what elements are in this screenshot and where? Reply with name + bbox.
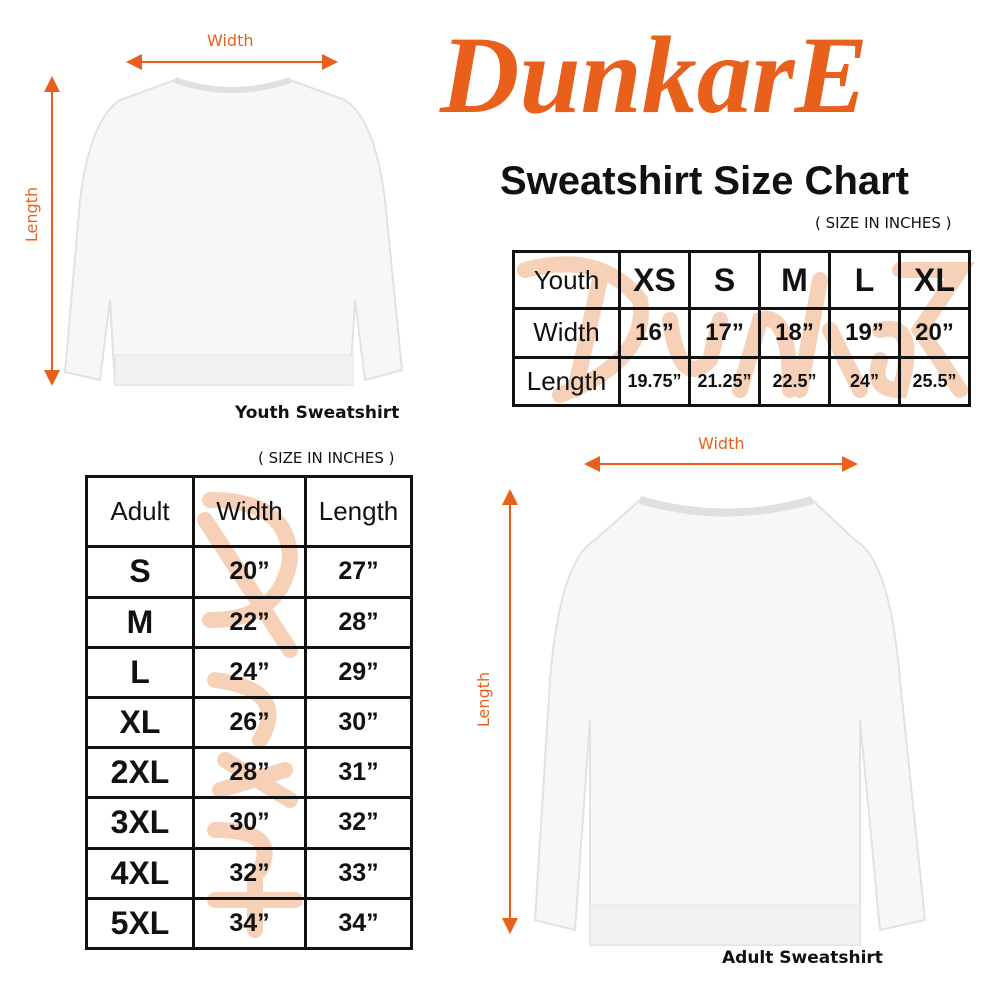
size-cell: XS <box>618 249 691 311</box>
measurement-cell: 16” <box>618 307 691 359</box>
measurement-cell: 21.25” <box>688 355 761 407</box>
measurement-cell: 20” <box>898 307 971 359</box>
table-row: 4XL 32” 33” <box>85 846 413 900</box>
measurement-cell: 30” <box>192 796 307 850</box>
adult-size-table: Adult Width Length S 20” 27” M 22” 28” L 24” 29”… <box>85 474 413 951</box>
measurement-cell: 29” <box>304 645 413 699</box>
table-row: XL 26” 30” <box>85 695 413 750</box>
measurement-cell: 20” <box>192 545 307 599</box>
table-row: 2XL 28” 31” <box>85 746 413 800</box>
size-cell: L <box>85 645 195 699</box>
size-cell: S <box>85 545 195 599</box>
measurement-cell: 26” <box>192 695 307 750</box>
column-header-cell: Width <box>192 474 307 549</box>
measurement-cell: 19” <box>828 307 901 359</box>
table-row: 5XL 34” 34” <box>85 896 413 951</box>
size-cell: S <box>688 249 761 311</box>
page-title: Sweatshirt Size Chart <box>500 159 910 203</box>
size-cell: 2XL <box>85 746 195 800</box>
adult-caption: Adult Sweatshirt <box>722 948 883 968</box>
youth-units-note: ( SIZE IN INCHES ) <box>815 214 952 232</box>
measurement-cell: 22.5” <box>758 355 831 407</box>
youth-caption: Youth Sweatshirt <box>235 403 400 423</box>
row-header-cell: Youth <box>512 249 621 311</box>
measurement-cell: 24” <box>192 645 307 699</box>
measurement-cell: 28” <box>192 746 307 800</box>
table-header-row: Adult Width Length <box>85 474 413 549</box>
measurement-cell: 17” <box>688 307 761 359</box>
measurement-cell: 19.75” <box>618 355 691 407</box>
measurement-cell: 24” <box>828 355 901 407</box>
measurement-cell: 18” <box>758 307 831 359</box>
size-cell: M <box>758 249 831 311</box>
youth-size-table: Youth XS S M L XL Width 16” 17” 18” 19” … <box>512 249 971 407</box>
youth-width-label: Width <box>207 31 254 50</box>
brand-logo: DunkarE <box>440 14 868 136</box>
measurement-cell: 32” <box>304 796 413 850</box>
youth-length-label: Length <box>22 186 42 243</box>
size-cell: XL <box>85 695 195 750</box>
table-row: Length 19.75” 21.25” 22.5” 24” 25.5” <box>512 355 971 407</box>
measurement-cell: 32” <box>192 846 307 900</box>
measurement-cell: 27” <box>304 545 413 599</box>
size-cell: M <box>85 595 195 649</box>
size-cell: XL <box>898 249 971 311</box>
adult-units-note: ( SIZE IN INCHES ) <box>258 449 395 467</box>
adult-sweatshirt-image <box>533 496 927 946</box>
adult-width-label: Width <box>698 434 745 453</box>
youth-sweatshirt-image <box>63 77 404 386</box>
measurement-cell: 34” <box>192 896 307 951</box>
measurement-cell: 25.5” <box>898 355 971 407</box>
table-row: L 24” 29” <box>85 645 413 699</box>
size-cell: 5XL <box>85 896 195 951</box>
table-row: M 22” 28” <box>85 595 413 649</box>
size-cell: 3XL <box>85 796 195 850</box>
row-header-cell: Width <box>512 307 621 359</box>
column-header-cell: Length <box>304 474 413 549</box>
table-header-row: Youth XS S M L XL <box>512 249 971 311</box>
measurement-cell: 22” <box>192 595 307 649</box>
measurement-cell: 31” <box>304 746 413 800</box>
measurement-cell: 28” <box>304 595 413 649</box>
row-header-cell: Length <box>512 355 621 407</box>
size-cell: 4XL <box>85 846 195 900</box>
adult-length-label: Length <box>474 671 494 728</box>
measurement-cell: 34” <box>304 896 413 951</box>
table-row: S 20” 27” <box>85 545 413 599</box>
measurement-cell: 33” <box>304 846 413 900</box>
measurement-cell: 30” <box>304 695 413 750</box>
column-header-cell: Adult <box>85 474 195 549</box>
table-row: Width 16” 17” 18” 19” 20” <box>512 307 971 359</box>
table-row: 3XL 30” 32” <box>85 796 413 850</box>
size-cell: L <box>828 249 901 311</box>
